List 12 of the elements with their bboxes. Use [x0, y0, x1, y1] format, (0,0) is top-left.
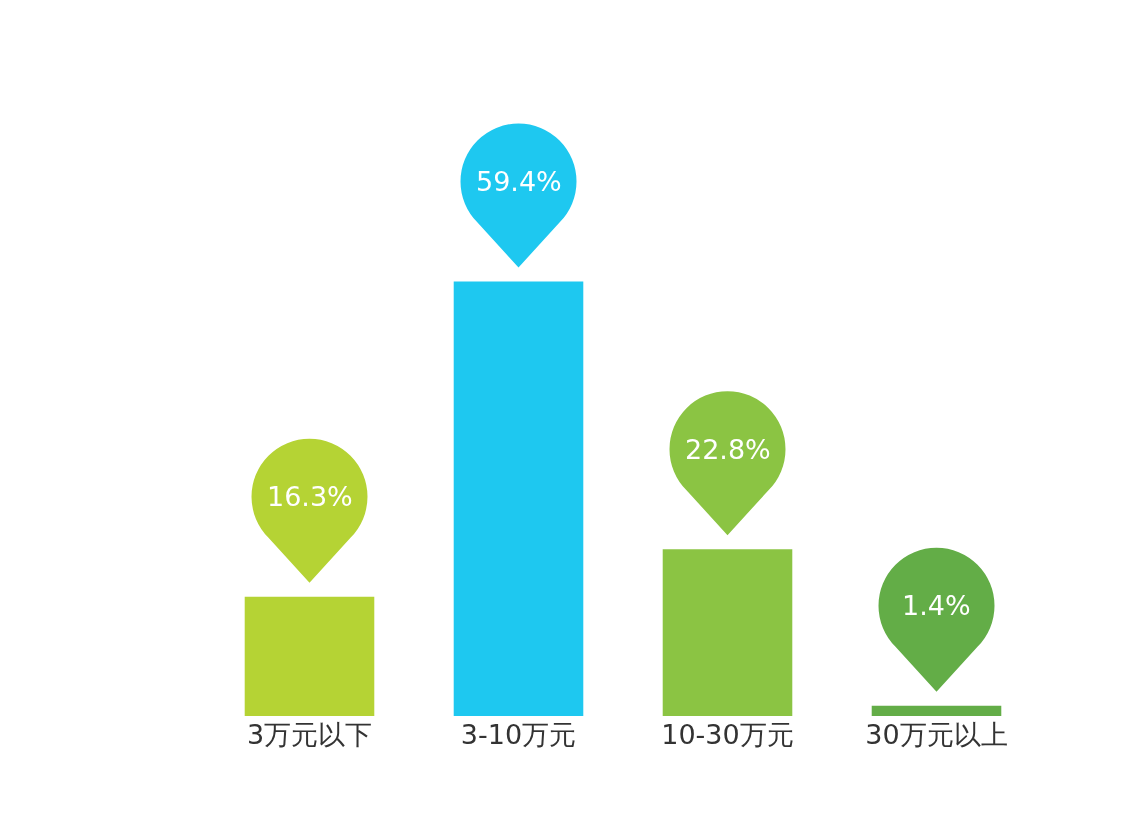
x-tick-label: 30万元以上: [865, 719, 1008, 750]
bar: [244, 596, 375, 716]
data-label: 1.4%: [902, 590, 971, 621]
bar: [871, 705, 1002, 716]
data-label: 16.3%: [267, 481, 353, 512]
x-tick-label: 3万元以下: [246, 719, 373, 750]
data-label: 22.8%: [685, 434, 771, 465]
x-tick-label: 3-10万元: [460, 719, 577, 750]
bar: [662, 549, 793, 716]
bar: [453, 281, 584, 716]
data-label: 59.4%: [476, 166, 562, 197]
x-tick-label: 10-30万元: [661, 719, 794, 750]
